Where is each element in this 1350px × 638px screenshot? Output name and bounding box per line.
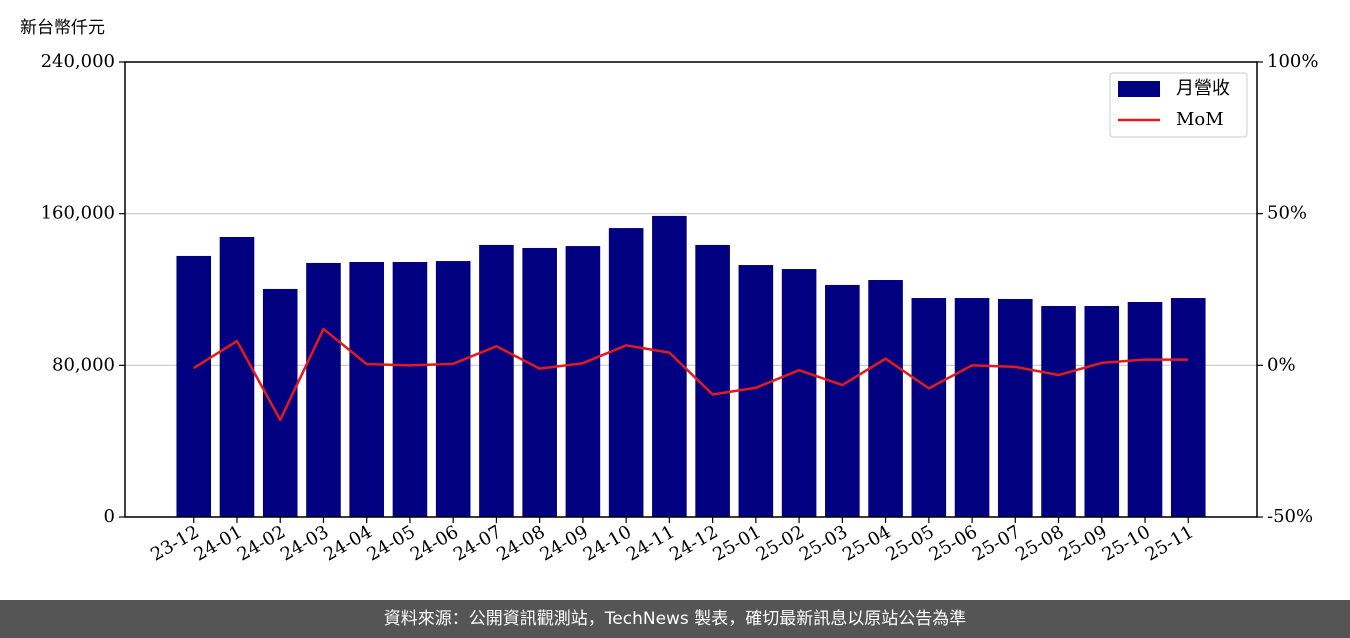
x-tick-label: 25-07	[969, 521, 1024, 565]
x-tick-label: 24-11	[623, 521, 678, 565]
x-tick-label: 25-01	[709, 521, 764, 565]
bar	[1127, 302, 1163, 517]
chart: 新台幣仟元 0 80,000 160,000 240,000 -50% 0% 50% 100%…	[20, 18, 1318, 566]
bar	[868, 280, 903, 517]
x-tick-label: 25-02	[753, 521, 808, 565]
x-tick-label: 24-02	[234, 521, 289, 565]
x-tick-label: 24-12	[666, 521, 721, 565]
footer: 資料來源：公開資訊觀測站，TechNews 製表，確切最新訊息以原站公告為準	[0, 600, 1350, 638]
y2-tick-label: -50%	[1267, 506, 1313, 527]
x-tick-label: 24-09	[536, 521, 591, 565]
line	[193, 327, 1189, 422]
bar	[1041, 305, 1076, 517]
bar	[392, 262, 428, 517]
x-tick-label: 25-05	[882, 521, 937, 565]
bar	[522, 247, 557, 517]
y2-tick-label: 50%	[1267, 203, 1307, 224]
bar	[781, 269, 817, 517]
x-tick-label: 24-04	[320, 521, 375, 565]
bar	[738, 265, 774, 517]
x-tick-label: 25-04	[839, 521, 894, 565]
y-axis-label: 新台幣仟元	[20, 18, 105, 38]
y2-tick-label: 0%	[1267, 354, 1296, 375]
y-tick-label: 160,000	[41, 203, 115, 224]
x-tick-label: 24-06	[407, 521, 462, 565]
x-tick-label: 25-10	[1099, 521, 1154, 565]
bar	[435, 261, 471, 517]
x-tick-label: 25-08	[1012, 521, 1067, 565]
y-tick-label: 0	[104, 506, 115, 527]
bar	[911, 298, 947, 517]
bar	[479, 244, 514, 517]
y-tick-label: 240,000	[41, 51, 115, 72]
legend-swatch	[1118, 81, 1160, 97]
bar	[695, 244, 730, 517]
bar	[954, 298, 990, 517]
legend-label: MoM	[1176, 109, 1224, 130]
bar	[825, 284, 860, 517]
x-tick-label: 24-01	[191, 521, 246, 565]
y-tick-label: 80,000	[52, 354, 115, 375]
bar	[1170, 298, 1206, 517]
bar	[997, 298, 1033, 517]
bar	[608, 228, 644, 517]
x-tick-label: 24-05	[364, 521, 419, 565]
bar	[219, 236, 255, 517]
plot-frame	[124, 61, 1258, 518]
x-tick-label: 25-03	[796, 521, 851, 565]
bar	[349, 262, 385, 517]
legend-label: 月營收	[1176, 78, 1230, 99]
bar	[262, 288, 298, 517]
y2-tick-label: 100%	[1267, 51, 1318, 72]
x-tick-label: 24-07	[450, 521, 505, 565]
bar	[565, 246, 601, 517]
bar	[652, 215, 687, 518]
x-tick-label: 24-08	[493, 521, 548, 565]
x-tick-label: 25-06	[926, 521, 981, 565]
x-tick-label: 24-03	[277, 521, 332, 565]
x-tick-label: 23-12	[147, 521, 202, 565]
x-tick-label: 25-09	[1055, 521, 1110, 565]
bar	[306, 262, 341, 517]
bar	[1084, 305, 1120, 517]
x-tick-label: 24-10	[580, 521, 635, 565]
x-tick-label: 25-11	[1142, 521, 1197, 565]
bar	[176, 255, 212, 517]
